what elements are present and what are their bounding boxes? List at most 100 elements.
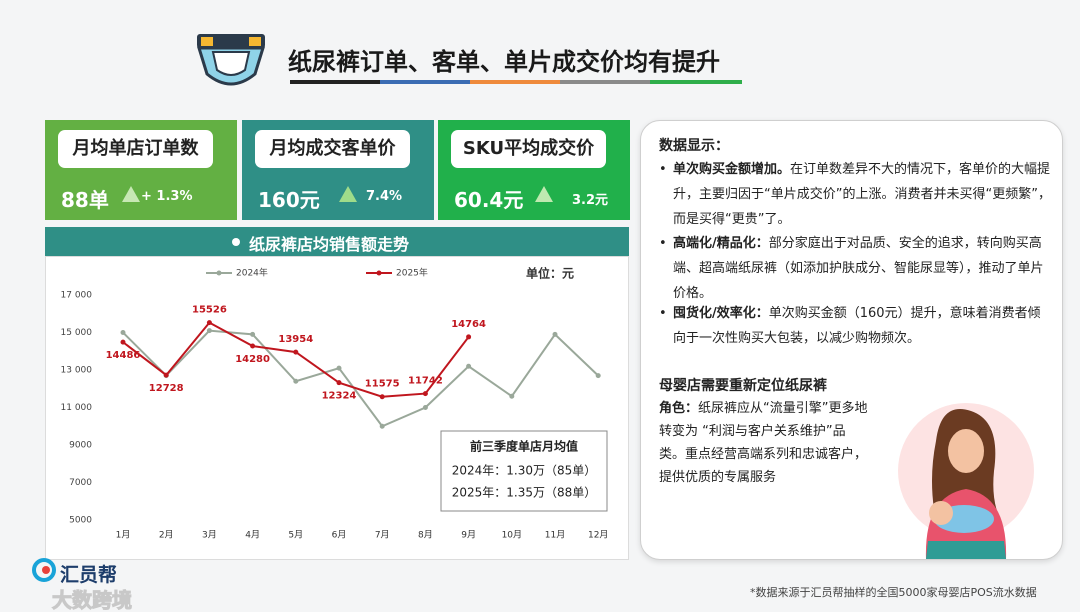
data-point bbox=[250, 331, 256, 337]
bullet-lead: 囤货化/效率化： bbox=[673, 306, 769, 321]
kpi-card: SKU平均成交价 60.4元 3.2元 bbox=[438, 120, 630, 220]
logo-text: 汇员帮 bbox=[60, 564, 118, 586]
y-tick-label: 15 000 bbox=[61, 328, 93, 338]
mother-illustration bbox=[898, 403, 1034, 559]
bullet: 囤货化/效率化：单次购买金额（160元）提升，意味着消费者倾向于一次性购买大包装… bbox=[659, 301, 1051, 351]
bullet-text: 单次购买金额（160元）提升，意味着消费者倾向于一次性购买大包装，以减少购物频次… bbox=[673, 306, 1041, 346]
data-point bbox=[163, 372, 169, 378]
inset-line: 2025年：1.35万（88单） bbox=[452, 486, 597, 500]
kpi-change: + 1.3% bbox=[141, 189, 193, 204]
data-point bbox=[206, 328, 212, 334]
data-label: 14280 bbox=[235, 354, 270, 365]
data-point bbox=[120, 330, 126, 335]
data-point bbox=[120, 339, 126, 345]
data-point bbox=[466, 334, 472, 340]
data-label: 11575 bbox=[365, 379, 400, 390]
panel-subheading: 母婴店需要重新定位纸尿裤 bbox=[659, 378, 827, 394]
data-label: 15526 bbox=[192, 305, 227, 316]
kpi-label: SKU平均成交价 bbox=[451, 130, 606, 168]
data-label: 14486 bbox=[106, 350, 141, 361]
data-label: 11742 bbox=[408, 376, 443, 387]
title-underline bbox=[290, 80, 742, 84]
bullet: 单次购买金额增加。在订单数差异不大的情况下，客单价的大幅提升，主要归因于“单片成… bbox=[659, 157, 1051, 232]
x-tick-label: 3月 bbox=[202, 530, 217, 541]
up-arrow bbox=[339, 186, 357, 202]
data-point bbox=[293, 349, 299, 355]
up-arrow bbox=[535, 186, 553, 202]
data-point bbox=[422, 405, 428, 410]
chart-header: 纸尿裤店均销售额走势 bbox=[45, 227, 629, 256]
y-tick-label: 13 000 bbox=[61, 366, 93, 376]
data-point bbox=[422, 391, 428, 397]
legend-marker bbox=[216, 270, 222, 276]
diaper-icon bbox=[196, 34, 266, 86]
x-tick-label: 4月 bbox=[245, 530, 260, 541]
y-tick-label: 9000 bbox=[69, 441, 92, 451]
inset-line: 2024年：1.30万（85单） bbox=[452, 464, 597, 478]
x-tick-label: 7月 bbox=[375, 530, 390, 541]
panel-heading: 数据显示： bbox=[659, 138, 729, 154]
kpi-value: 160元 bbox=[258, 188, 320, 212]
header-dot bbox=[232, 238, 240, 246]
role-text: 角色：纸尿裤应从“流量引擎”更多地转变为 “利润与客户关系维护”品类。重点经营高… bbox=[659, 397, 871, 489]
data-point bbox=[336, 380, 342, 386]
data-label: 14764 bbox=[451, 319, 486, 330]
bullet-text: 在订单数差异不大的情况下，客单价的大幅提升，主要归因于“单片成交价”的上涨。消费… bbox=[673, 162, 1051, 227]
watermark: 大数跨境 bbox=[52, 588, 133, 612]
insight-panel: 数据显示： 单次购买金额增加。在订单数差异不大的情况下，客单价的大幅提升，主要归… bbox=[640, 120, 1063, 560]
x-tick-label: 10月 bbox=[502, 530, 522, 541]
y-tick-label: 11 000 bbox=[61, 403, 93, 413]
kpi-card: 月均成交客单价 160元 7.4% bbox=[242, 120, 434, 220]
logo-icon bbox=[32, 558, 56, 582]
unit-label: 单位：元 bbox=[526, 266, 574, 281]
series-line bbox=[122, 329, 599, 428]
slide-title: 纸尿裤订单、客单、单片成交价均有提升 bbox=[288, 48, 720, 76]
x-tick-label: 1月 bbox=[116, 530, 131, 541]
x-tick-label: 5月 bbox=[288, 530, 303, 541]
kpi-change: 7.4% bbox=[366, 189, 403, 204]
data-label: 12728 bbox=[149, 383, 184, 394]
role-lead: 角色： bbox=[659, 401, 699, 416]
data-point bbox=[206, 320, 212, 326]
x-tick-label: 8月 bbox=[418, 530, 433, 541]
x-tick-label: 2月 bbox=[159, 530, 174, 541]
kpi-change: 3.2元 bbox=[572, 193, 609, 208]
inset-title: 前三季度单店月均值 bbox=[470, 439, 578, 454]
role-body: 纸尿裤应从“流量引擎”更多地转变为 “利润与客户关系维护”品类。重点经营高端系列… bbox=[659, 401, 868, 485]
x-tick-label: 9月 bbox=[461, 530, 476, 541]
data-point bbox=[336, 365, 342, 371]
bullet-lead: 高端化/精品化： bbox=[673, 236, 769, 251]
legend-label: 2025年 bbox=[396, 267, 428, 279]
legend-marker bbox=[376, 270, 382, 276]
kpi-card: 月均单店订单数 88单 + 1.3% bbox=[45, 120, 237, 220]
data-point bbox=[250, 343, 256, 349]
up-arrow bbox=[122, 186, 140, 202]
source-note: *数据来源于汇员帮抽样的全国5000家母婴店POS流水数据 bbox=[750, 586, 1037, 599]
x-tick-label: 12月 bbox=[588, 530, 608, 541]
kpi-value: 60.4元 bbox=[454, 188, 524, 212]
kpi-label: 月均成交客单价 bbox=[255, 130, 410, 168]
line-chart: 单位：元 前三季度单店月均值 2024年：1.30万（85单） 2025年：1.… bbox=[45, 256, 629, 560]
kpi-label: 月均单店订单数 bbox=[58, 130, 213, 168]
data-point bbox=[595, 373, 601, 379]
bullet: 高端化/精品化：部分家庭出于对品质、安全的追求，转向购买高端、超高端纸尿裤（如添… bbox=[659, 231, 1051, 306]
chart-title: 纸尿裤店均销售额走势 bbox=[249, 235, 410, 254]
data-label: 13954 bbox=[278, 334, 313, 345]
kpi-value: 88单 bbox=[61, 188, 109, 212]
x-tick-label: 11月 bbox=[545, 530, 565, 541]
y-tick-label: 5000 bbox=[69, 516, 92, 526]
data-label: 12324 bbox=[322, 391, 357, 402]
bullet-lead: 单次购买金额增加。 bbox=[673, 162, 791, 177]
bullet-text: 部分家庭出于对品质、安全的追求，转向购买高端、超高端纸尿裤（如添加护肤成分、智能… bbox=[673, 236, 1044, 301]
y-tick-label: 7000 bbox=[69, 478, 92, 488]
data-point bbox=[293, 378, 299, 384]
data-point bbox=[379, 423, 385, 429]
data-point bbox=[552, 331, 558, 337]
legend-label: 2024年 bbox=[236, 267, 268, 279]
data-point bbox=[379, 394, 385, 400]
x-tick-label: 6月 bbox=[332, 530, 347, 541]
data-point bbox=[509, 393, 515, 399]
y-tick-label: 17 000 bbox=[61, 291, 93, 301]
inset-box bbox=[440, 430, 608, 512]
